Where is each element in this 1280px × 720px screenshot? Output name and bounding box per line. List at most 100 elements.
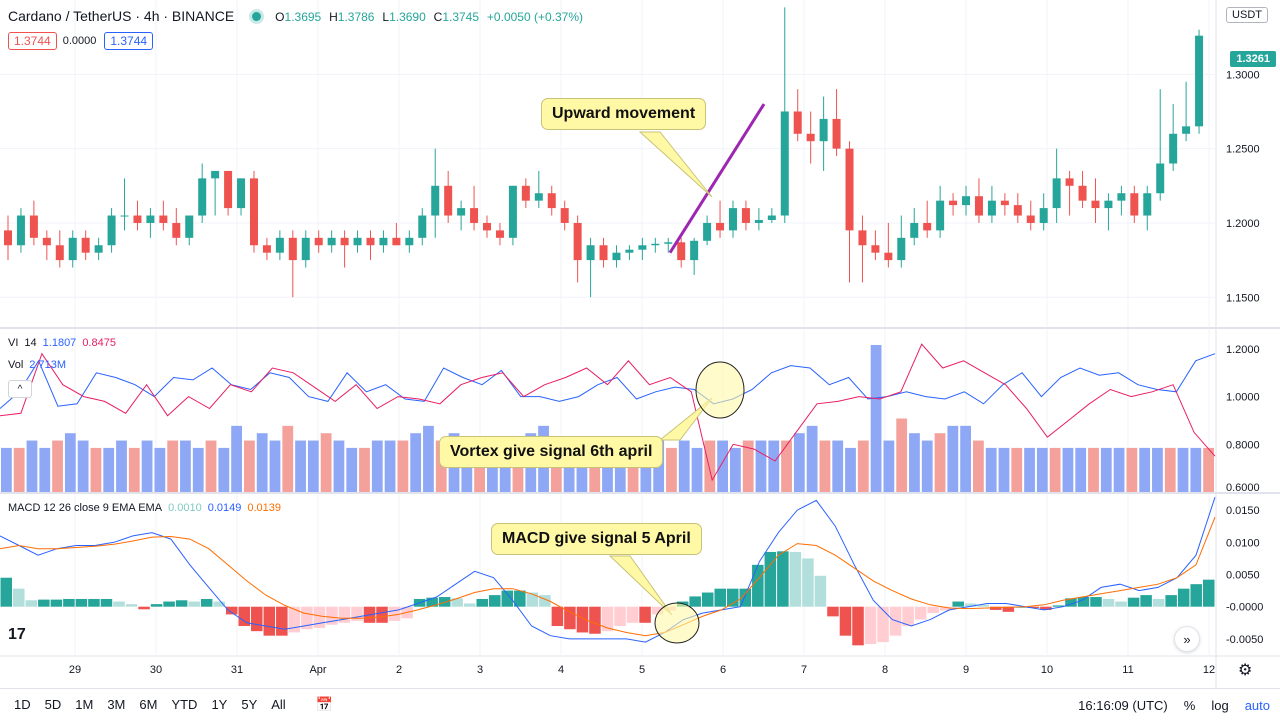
settings-gear-icon[interactable]: ⚙ xyxy=(1238,662,1253,679)
macd-hist-bar xyxy=(551,606,564,627)
macd-hist-bar xyxy=(1002,606,1015,612)
vi-tick-label: 1.0000 xyxy=(1226,392,1260,404)
time-label: 31 xyxy=(231,664,243,676)
macd-hist-bar xyxy=(150,604,163,607)
log-toggle[interactable]: log xyxy=(1211,697,1229,713)
vi-tick-label: 0.6000 xyxy=(1226,482,1260,494)
candle-body xyxy=(1065,178,1074,186)
currency-button[interactable]: USDT xyxy=(1226,7,1268,23)
volume-bar xyxy=(717,440,728,492)
macd-hist-bar xyxy=(301,606,313,630)
candle-body xyxy=(625,249,634,253)
volume-bar xyxy=(742,440,754,492)
timeframe-all[interactable]: All xyxy=(271,697,286,712)
macd-hist-bar xyxy=(977,604,990,607)
macd-hist-bar xyxy=(388,606,401,621)
macd-hist-bar xyxy=(251,606,263,632)
macd-hist-bar xyxy=(489,595,501,607)
volume-bar xyxy=(307,440,319,492)
candle-body xyxy=(1130,193,1139,216)
candle-body xyxy=(858,230,867,246)
timeframe-6m[interactable]: 6M xyxy=(139,697,158,712)
candle-body xyxy=(1013,205,1022,216)
timeframe-3m[interactable]: 3M xyxy=(107,697,126,712)
annotation-vortex-signal[interactable]: Vortex give signal 6th april xyxy=(439,436,664,468)
volume-bar xyxy=(691,447,703,492)
candle-body xyxy=(107,215,116,246)
macd-hist-bar xyxy=(802,558,814,607)
volume-bar xyxy=(1024,447,1035,492)
macd-hist-bar xyxy=(263,606,276,636)
clock-display[interactable]: 16:16:09 (UTC) xyxy=(1078,697,1168,713)
low-value: 1.3690 xyxy=(389,10,426,24)
timeframe-5d[interactable]: 5D xyxy=(44,697,62,712)
candle-body xyxy=(172,222,181,238)
scroll-to-realtime-button[interactable]: » xyxy=(1174,626,1200,652)
market-open-dot-icon xyxy=(252,11,262,21)
timeframe-1y[interactable]: 1Y xyxy=(211,697,228,712)
volume-bar xyxy=(730,447,741,492)
annotation-upward-movement[interactable]: Upward movement xyxy=(541,98,707,130)
volume-bar xyxy=(1062,447,1074,492)
sell-price-box[interactable]: 1.3744 xyxy=(8,32,57,50)
macd-signal-value: 0.0139 xyxy=(247,502,282,514)
auto-toggle[interactable]: auto xyxy=(1244,697,1270,713)
collapse-legend-button[interactable]: ^ xyxy=(8,380,32,398)
macd-hist-bar xyxy=(100,598,113,607)
macd-hist-bar xyxy=(200,598,213,607)
macd-legend[interactable]: MACD 12 26 close 9 EMA EMA 0.0010 0.0149… xyxy=(8,502,281,514)
macd-hist-bar xyxy=(276,606,288,636)
vi-tick-label: 0.8000 xyxy=(1226,439,1260,451)
candle-body xyxy=(483,222,492,231)
change-value: +0.0050 (+0.37%) xyxy=(486,10,583,24)
macd-hist-bar xyxy=(0,577,13,607)
buy-price-box[interactable]: 1.3744 xyxy=(104,32,154,50)
volume-bar xyxy=(1139,447,1151,492)
percent-toggle[interactable]: % xyxy=(1183,697,1196,713)
macd-hist-bar xyxy=(313,606,326,628)
bottom-right-controls: 16:16:09 (UTC) % log auto xyxy=(1062,689,1270,720)
volume-bar xyxy=(985,447,997,492)
macd-hist-bar xyxy=(764,551,777,607)
volume-bar xyxy=(1203,447,1214,492)
macd-hist-bar xyxy=(990,606,1002,610)
timeframe-1m[interactable]: 1M xyxy=(75,697,94,712)
volume-bar xyxy=(1190,447,1202,492)
tradingview-logo-icon[interactable]: 17 xyxy=(8,626,26,643)
trend-line xyxy=(668,103,766,254)
candle-body xyxy=(651,243,660,246)
timeframe-1d[interactable]: 1D xyxy=(14,697,31,712)
macd-hist-bar xyxy=(1152,598,1165,607)
timeframe-5y[interactable]: 5Y xyxy=(241,697,258,712)
open-value: 1.3695 xyxy=(284,10,322,24)
macd-tick-label: 0.0100 xyxy=(1226,537,1260,549)
candle-body xyxy=(470,208,479,223)
candle-body xyxy=(987,200,996,216)
candle-body xyxy=(793,111,802,134)
macd-hist-bar xyxy=(163,601,175,607)
volume-bar xyxy=(359,447,370,492)
calendar-range-icon[interactable]: 📅 xyxy=(315,696,334,712)
symbol-title[interactable]: Cardano / TetherUS · 4h · BINANCE xyxy=(8,8,235,24)
candle-body xyxy=(81,237,90,253)
candle-body xyxy=(703,222,712,241)
candle-body xyxy=(1156,163,1165,194)
macd-hist-bar xyxy=(864,606,877,645)
annotation-macd-signal[interactable]: MACD give signal 5 April xyxy=(491,523,702,555)
high-label: H xyxy=(329,10,338,24)
candle-body xyxy=(845,148,854,231)
vol-legend[interactable]: Vol 2.713M xyxy=(8,359,66,371)
volume-bar xyxy=(883,440,895,492)
candle-body xyxy=(495,230,504,238)
timeframe-ytd[interactable]: YTD xyxy=(171,697,198,712)
vi-legend[interactable]: VI 14 1.1807 0.8475 xyxy=(8,337,116,349)
candle-body xyxy=(1169,133,1178,164)
volume-bar xyxy=(960,425,971,492)
macd-hist-bar xyxy=(25,600,38,607)
candle-body xyxy=(599,245,608,261)
volume-bar xyxy=(256,433,268,492)
volume-bar xyxy=(1164,447,1176,492)
symbol-legend[interactable]: Cardano / TetherUS · 4h · BINANCE O1.369… xyxy=(8,8,587,24)
macd-hist-bar xyxy=(1040,606,1052,610)
